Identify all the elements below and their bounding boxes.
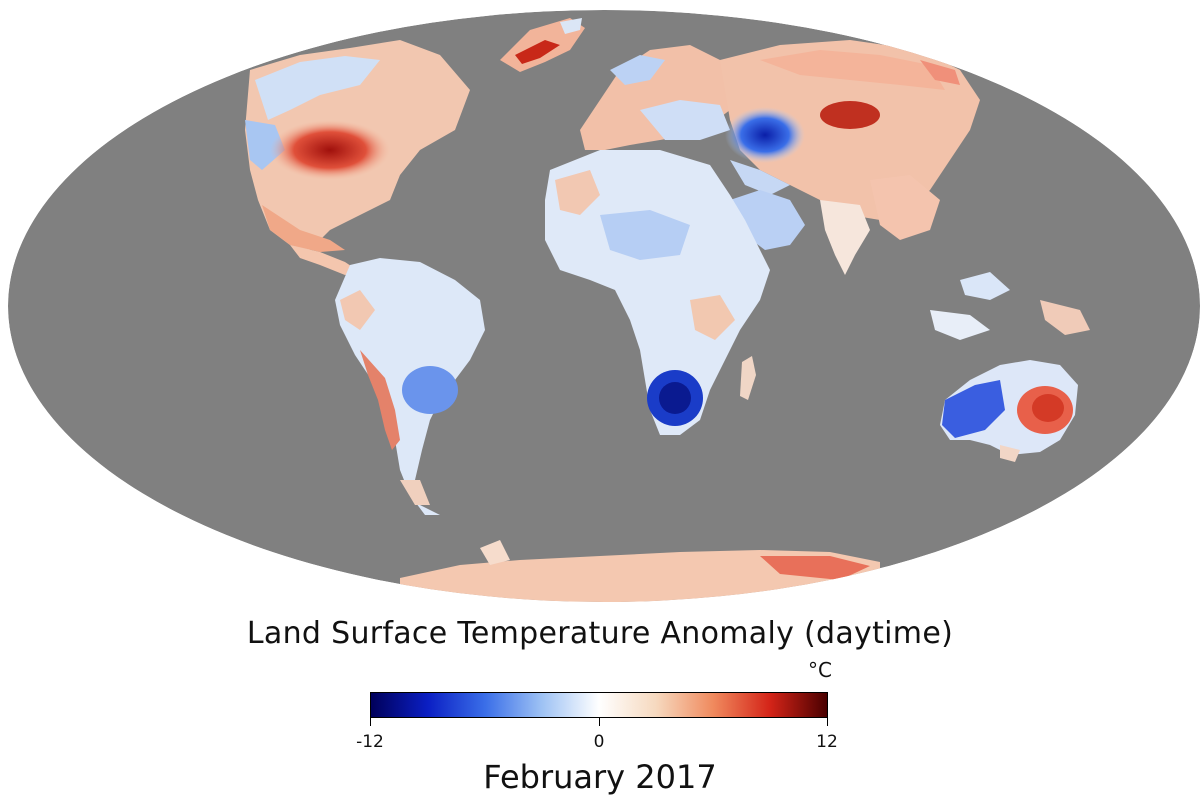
legend-unit: °C xyxy=(808,658,832,682)
greenland-landmass xyxy=(500,18,585,72)
europe-landmass xyxy=(580,45,740,150)
tick-min xyxy=(370,718,371,726)
tick-mid xyxy=(599,718,600,726)
tick-label-max: 12 xyxy=(816,732,838,752)
australia-landmass xyxy=(940,360,1078,462)
madagascar-landmass xyxy=(740,356,756,400)
tick-max xyxy=(827,718,828,726)
indian-subcontinent-landmass xyxy=(820,200,870,275)
tick-label-min: -12 xyxy=(356,732,384,752)
south-america-landmass xyxy=(335,258,485,515)
world-map xyxy=(8,10,1200,602)
map-title: Land Surface Temperature Anomaly (daytim… xyxy=(246,616,954,651)
asia-landmass xyxy=(720,40,1090,340)
africa-landmass xyxy=(545,150,770,435)
color-scale-bar xyxy=(370,692,828,718)
tick-label-mid: 0 xyxy=(593,732,605,752)
map-date: February 2017 xyxy=(483,758,717,796)
north-america-landmass xyxy=(245,40,470,275)
